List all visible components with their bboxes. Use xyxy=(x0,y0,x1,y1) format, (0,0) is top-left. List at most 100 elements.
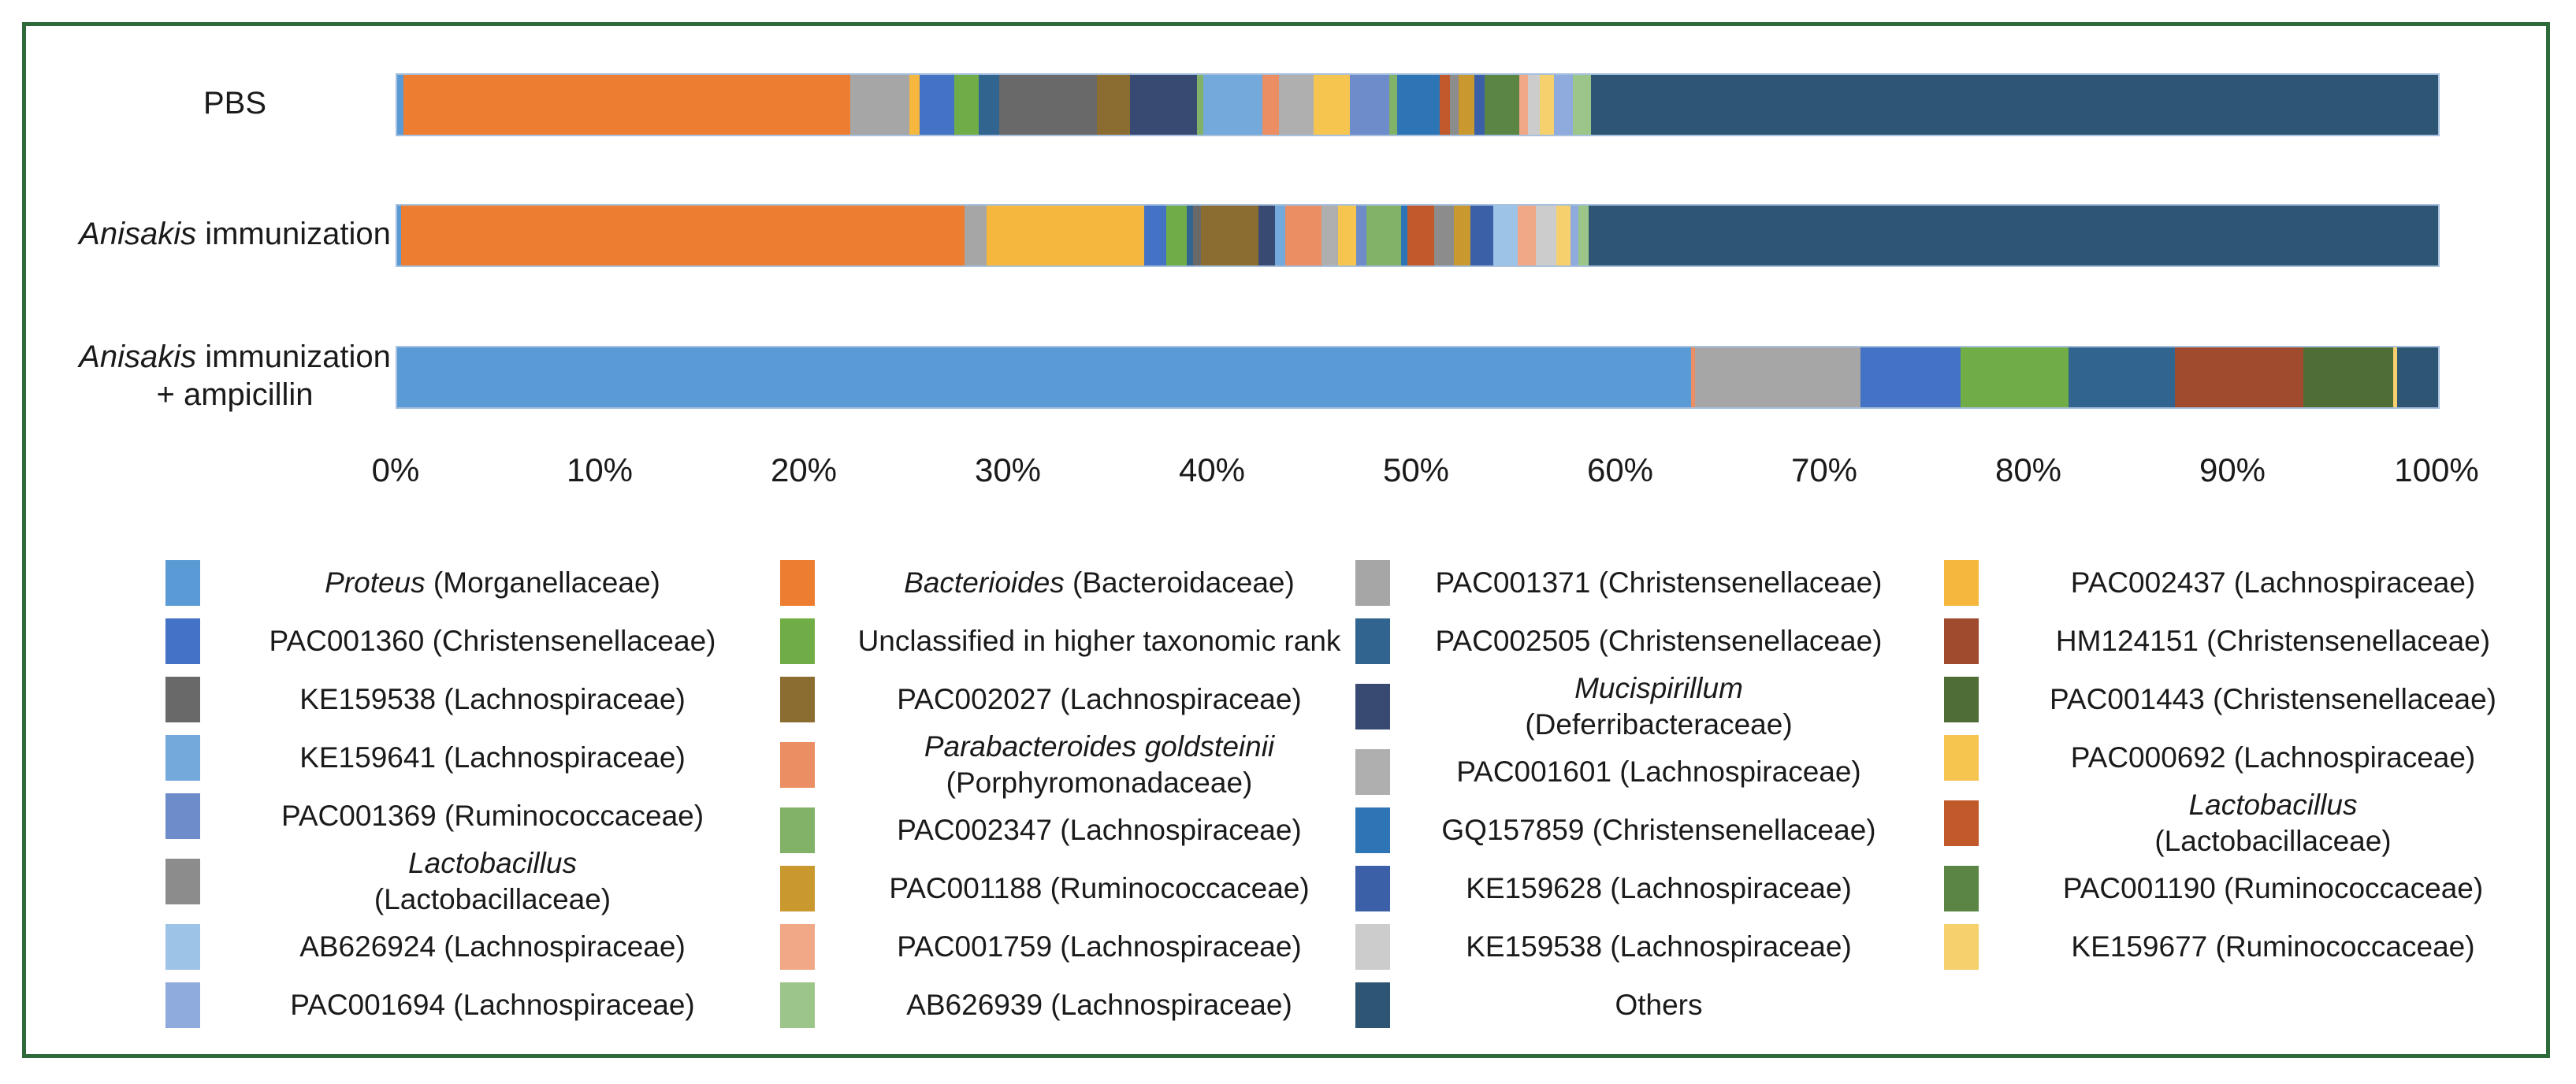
bar-segment-pac001601 xyxy=(1278,75,1314,135)
bar-segment-pac000692 xyxy=(1337,206,1357,265)
bar-segment-pac001371 xyxy=(965,206,987,265)
bar-segment-lactobacillus_gray xyxy=(1433,206,1455,265)
axis-tick-label: 90% xyxy=(2199,451,2266,488)
bar-segment-pac001190 xyxy=(1485,75,1520,135)
bar-segment-pac001188 xyxy=(1458,75,1475,135)
legend-swatch-hm124151 xyxy=(1944,618,1979,664)
legend-swatch-pac002027 xyxy=(780,677,815,722)
axis-tick-label: 70% xyxy=(1790,451,1858,488)
bar-segment-pac001759 xyxy=(1519,75,1528,135)
bar-segment-gq157859 xyxy=(1401,206,1407,265)
bar-segment-pac002027 xyxy=(1201,206,1258,265)
legend-label: PAC001371 (Christensenellaceae) xyxy=(1435,566,1883,599)
bar-segment-pac001443 xyxy=(2303,347,2393,407)
legend-label: PAC001694 (Lachnospiraceae) xyxy=(290,989,695,1021)
bar-segment-proteus xyxy=(397,75,403,135)
bar-segment-pac001369 xyxy=(1356,206,1367,265)
legend-item: GQ157859 (Christensenellaceae) xyxy=(1355,801,1915,859)
legend-swatch-pac000692 xyxy=(1944,735,1979,781)
bar-segment-pac002027 xyxy=(1097,75,1130,135)
legend-label: Lactobacillus (Lactobacillaceae) xyxy=(2154,789,2392,857)
bar-segment-pac002505 xyxy=(979,75,999,135)
legend-swatch-proteus xyxy=(165,560,200,606)
bar-segment-gq157859 xyxy=(1397,75,1440,135)
legend-swatch-ke159538_dark xyxy=(165,677,200,722)
bar-segment-pac002347 xyxy=(1388,75,1397,135)
bar-segment-pac001360 xyxy=(920,75,955,135)
legend-item: PAC001360 (Christensenellaceae) xyxy=(165,612,772,670)
bar-segment-mucispirillum xyxy=(1129,75,1198,135)
legend-swatch-ke159641 xyxy=(165,735,200,781)
legend-label: Parabacteroides goldsteinii (Porphyromona… xyxy=(924,730,1275,799)
legend-swatch-pac001369 xyxy=(165,793,200,839)
axis-tick-label: 60% xyxy=(1586,451,1654,488)
legend-item: KE159628 (Lachnospiraceae) xyxy=(1355,859,1915,918)
legend-item: PAC002347 (Lachnospiraceae) xyxy=(780,801,1371,859)
legend-item: Others xyxy=(1355,976,1915,1034)
bar-segment-ab626939 xyxy=(1572,75,1591,135)
legend-item: Lactobacillus (Lactobacillaceae) xyxy=(165,845,772,918)
legend-item: PAC001694 (Lachnospiraceae) xyxy=(165,976,772,1034)
bar-segment-hm124151 xyxy=(2174,347,2303,407)
legend-item: KE159641 (Lachnospiraceae) xyxy=(165,729,772,787)
legend-item: Unclassified in higher taxonomic rank xyxy=(780,612,1371,670)
legend-label: KE159628 (Lachnospiraceae) xyxy=(1466,872,1852,904)
legend-swatch-pac001371 xyxy=(1355,560,1390,606)
bar-segment-ke159677 xyxy=(2392,347,2398,407)
legend-item: AB626939 (Lachnospiraceae) xyxy=(780,976,1371,1034)
legend-swatch-bacteroides xyxy=(780,560,815,606)
legend-label: Lactobacillus (Lactobacillaceae) xyxy=(374,847,611,915)
bar-segment-ke159641 xyxy=(1203,75,1263,135)
legend-item: PAC001190 (Ruminococcaceae) xyxy=(1944,859,2555,918)
legend-item: PAC001443 (Christensenellaceae) xyxy=(1944,670,2555,729)
bar-segment-pac002347 xyxy=(1197,75,1203,135)
bar-segment-parabacteroides xyxy=(1262,75,1279,135)
legend-item: Bacterioides (Bacteroidaceae) xyxy=(780,554,1371,612)
legend-swatch-pac001694 xyxy=(165,982,200,1028)
bar-segment-pac002347 xyxy=(1366,206,1402,265)
bar-segment-ke159628 xyxy=(1470,206,1493,265)
legend-label: PAC001369 (Ruminococcaceae) xyxy=(281,800,704,832)
bar-segment-ab626924 xyxy=(1492,206,1518,265)
bar-segment-pac001371 xyxy=(1695,347,1860,407)
legend-swatch-gq157859 xyxy=(1355,807,1390,853)
legend-label: HM124151 (Christensenellaceae) xyxy=(2055,625,2491,657)
legend-swatch-pac002347 xyxy=(780,807,815,853)
bar-row xyxy=(396,73,2440,136)
legend-swatch-pac001190 xyxy=(1944,866,1979,911)
legend-label: AB626939 (Lachnospiraceae) xyxy=(906,989,1292,1021)
bar-segment-pac001601 xyxy=(1321,206,1338,265)
bar-segment-pac001694 xyxy=(1554,75,1573,135)
legend-item: HM124151 (Christensenellaceae) xyxy=(1944,612,2555,670)
legend-label: KE159677 (Ruminococcaceae) xyxy=(2071,930,2475,963)
bar-segment-ke159677 xyxy=(1556,206,1571,265)
legend-swatch-pac001601 xyxy=(1355,749,1390,795)
chart-frame: PBS Anisakis immunization Anisakis immuniz… xyxy=(22,22,2550,1058)
legend-label: PAC000692 (Lachnospiraceae) xyxy=(2070,741,2476,774)
legend-item: AB626924 (Lachnospiraceae) xyxy=(165,918,772,976)
legend-label: PAC001601 (Lachnospiraceae) xyxy=(1456,755,1861,788)
legend-swatch-ab626924 xyxy=(165,924,200,970)
axis-tick-label: 30% xyxy=(974,451,1042,488)
legend-column: PAC002437 (Lachnospiraceae) HM124151 (Chr… xyxy=(1944,554,2555,976)
bar-segment-pac001360 xyxy=(1143,206,1167,265)
axis-tick-label: 100% xyxy=(2394,451,2479,488)
legend-item: PAC001369 (Ruminococcaceae) xyxy=(165,787,772,845)
legend-item: KE159538 (Lachnospiraceae) xyxy=(1355,918,1915,976)
bar-segment-others xyxy=(1589,206,2438,265)
legend-swatch-pac002505 xyxy=(1355,618,1390,664)
legend-swatch-ab626939 xyxy=(780,982,815,1028)
bar-segment-pac002437 xyxy=(987,206,1144,265)
legend-item: Lactobacillus (Lactobacillaceae) xyxy=(1944,787,2555,859)
bar-segment-ke159538_light xyxy=(1536,206,1556,265)
bar-segment-bacteroides xyxy=(401,206,965,265)
row-label: PBS xyxy=(203,86,267,121)
row-label: Anisakis immunization xyxy=(79,217,391,251)
legend-label: PAC001759 (Lachnospiraceae) xyxy=(897,930,1302,963)
legend-item: KE159538 (Lachnospiraceae) xyxy=(165,670,772,729)
legend-swatch-lactobacillus_rust xyxy=(1944,800,1979,846)
axis-tick-label: 80% xyxy=(1994,451,2062,488)
legend-swatch-ke159538_light xyxy=(1355,924,1390,970)
bar-segment-ab626939 xyxy=(1578,206,1589,265)
legend-item: Proteus (Morganellaceae) xyxy=(165,554,772,612)
